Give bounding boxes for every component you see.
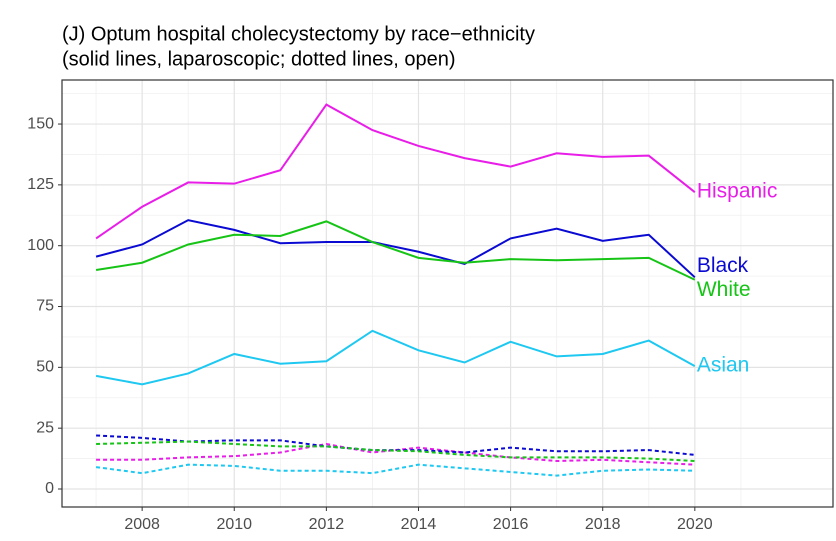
- chart-subtitle: (solid lines, laparoscopic; dotted lines…: [62, 48, 456, 70]
- x-tick-label: 2018: [585, 516, 621, 533]
- y-tick-label: 100: [27, 237, 54, 254]
- y-tick-label: 125: [27, 176, 54, 193]
- laparoscopic-line: [95, 219, 696, 279]
- open-line: [96, 442, 695, 466]
- x-tick-label: 2020: [677, 516, 713, 533]
- laparoscopic-line: [95, 220, 696, 281]
- y-tick-label: 75: [36, 298, 54, 315]
- open-line: [96, 440, 695, 463]
- y-tick-label: 25: [36, 419, 54, 436]
- series-label: Asian: [697, 354, 750, 377]
- series-label: Black: [697, 254, 749, 277]
- open-line: [96, 434, 695, 456]
- open-line: [95, 463, 695, 477]
- y-tick-label: 150: [27, 115, 54, 132]
- laparoscopic-line: [95, 329, 696, 386]
- x-tick-label: 2016: [493, 516, 529, 533]
- plot-border: [61, 79, 834, 508]
- y-tick-label: 0: [45, 480, 54, 497]
- x-tick-label: 2012: [309, 516, 345, 533]
- chart-title: (J) Optum hospital cholecystectomy by ra…: [62, 23, 535, 45]
- laparoscopic-line: [95, 103, 696, 240]
- x-tick-label: 2008: [124, 516, 160, 533]
- y-tick-label: 50: [36, 359, 54, 376]
- x-tick-label: 2014: [401, 516, 437, 533]
- x-tick-label: 2010: [216, 516, 252, 533]
- series-label: White: [697, 278, 751, 301]
- series-label: Hispanic: [697, 180, 778, 203]
